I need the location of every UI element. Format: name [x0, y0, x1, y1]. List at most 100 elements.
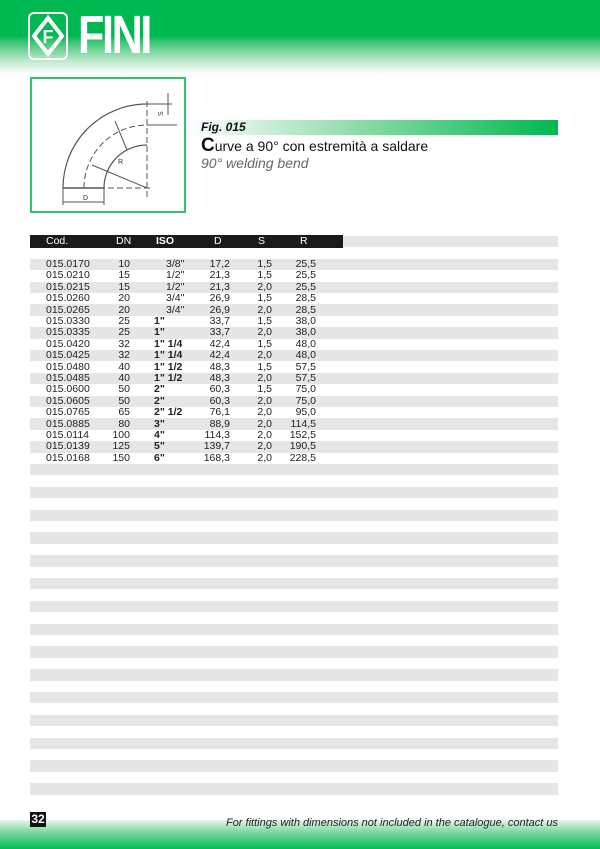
table-row: 015.0335 25 1" 33,7 2,0 38,0 [0, 326, 600, 339]
header-band [0, 0, 600, 74]
cell-s: 2,0 [257, 394, 272, 407]
table-row: 015.0168 150 6" 168,3 2,0 228,5 [0, 451, 600, 464]
cell-d: 60,3 [209, 394, 230, 407]
table-row: 015.0114 100 4" 114,3 2,0 152,5 [0, 429, 600, 441]
dimension-d-label: D [83, 195, 88, 202]
cell-s: 2,0 [257, 451, 272, 464]
cell-s: 2,0 [257, 280, 272, 293]
table-stripe [30, 726, 558, 737]
figure-bar [187, 120, 558, 135]
cell-dn: 40 [118, 372, 130, 384]
cell-r: 75,0 [295, 394, 316, 407]
cell-dn: 125 [112, 440, 130, 453]
table-stripe [30, 783, 558, 795]
cell-d: 26,9 [209, 292, 230, 305]
header-cod: Cod. [46, 235, 69, 247]
cell-d: 88,9 [209, 417, 230, 430]
table-stripe [30, 509, 558, 521]
table-stripe [30, 635, 558, 646]
table-stripe [30, 692, 558, 704]
cell-cod: 015.0335 [46, 326, 90, 339]
cell-dn: 80 [118, 417, 130, 430]
fini-logo-icon: F [28, 12, 68, 60]
table-stripe [30, 247, 558, 258]
table-stripe [30, 555, 558, 567]
cell-s: 2,0 [257, 372, 272, 384]
table-stripe [30, 544, 558, 555]
cell-r: 152,5 [289, 429, 316, 441]
cell-r: 228,5 [289, 451, 316, 464]
cell-iso: 4" [154, 429, 165, 441]
cell-s: 2,0 [257, 429, 272, 441]
table-stripe [30, 521, 558, 532]
cell-dn: 32 [118, 349, 130, 362]
cell-dn: 65 [118, 406, 130, 419]
cell-r: 114,5 [290, 417, 317, 430]
cell-d: 21,3 [209, 269, 230, 282]
cell-d: 33,7 [209, 315, 230, 327]
cell-d: 48,3 [209, 372, 230, 384]
cell-cod: 015.0170 [46, 258, 90, 270]
table-row: 015.0765 65 2" 1/2 76,1 2,0 95,0 [0, 406, 600, 419]
cell-iso: 1/2" [166, 269, 185, 282]
cell-r: 25,5 [295, 258, 316, 270]
cell-iso: 5" [154, 440, 165, 453]
cell-cod: 015.0265 [46, 303, 90, 316]
cell-d: 21,3 [209, 280, 230, 293]
table-row: 015.0425 32 1" 1/4 42,4 2,0 48,0 [0, 349, 600, 362]
cell-dn: 10 [118, 258, 130, 270]
cell-s: 2,0 [257, 303, 272, 316]
cell-iso: 1/2" [166, 280, 185, 293]
table-stripe [30, 567, 558, 578]
cell-cod: 015.0330 [46, 315, 90, 327]
cell-r: 25,5 [295, 269, 316, 282]
table-stripe [30, 372, 558, 385]
cell-cod: 015.0215 [46, 280, 90, 293]
cell-d: 42,4 [209, 337, 230, 350]
table-stripe [30, 612, 558, 623]
table-stripe [30, 350, 558, 362]
cell-d: 139,7 [203, 440, 230, 453]
table-stripe [30, 600, 558, 613]
cell-dn: 150 [112, 451, 130, 464]
table-stripe [30, 578, 558, 590]
cell-r: 95,0 [295, 406, 316, 419]
cell-cod: 015.0139 [46, 440, 90, 453]
table-row: 015.0600 50 2" 60,3 1,5 75,0 [0, 383, 600, 395]
cell-cod: 015.0420 [46, 337, 90, 350]
cell-r: 57,5 [295, 372, 316, 384]
table-row: 015.0420 32 1" 1/4 42,4 1,5 48,0 [0, 337, 600, 350]
cell-dn: 50 [118, 394, 130, 407]
cell-d: 76,1 [209, 406, 230, 419]
cell-s: 2,0 [257, 440, 272, 453]
cell-s: 2,0 [257, 406, 272, 419]
title-initial: C [201, 135, 215, 156]
table-stripe [30, 646, 558, 658]
cell-r: 38,0 [295, 326, 316, 339]
cell-iso: 2" [154, 394, 165, 407]
cell-iso: 1" [154, 315, 165, 327]
table-stripe [30, 749, 558, 760]
table-row: 015.0260 20 3/4" 26,9 1,5 28,5 [0, 292, 600, 305]
table-stripe [30, 737, 558, 749]
table-stripe [30, 669, 558, 681]
technical-drawing: D R S [30, 77, 186, 213]
cell-r: 48,0 [295, 349, 316, 362]
cell-iso: 6" [154, 451, 165, 464]
cell-iso: 1" 1/4 [154, 337, 183, 350]
svg-text:F: F [43, 27, 54, 47]
cell-d: 114,3 [204, 429, 231, 441]
cell-dn: 15 [118, 280, 130, 293]
table-stripe [30, 258, 558, 271]
cell-d: 33,7 [209, 326, 230, 339]
cell-d: 168,3 [203, 451, 230, 464]
cell-dn: 15 [118, 269, 130, 282]
cell-dn: 25 [118, 315, 130, 327]
table-row: 015.0480 40 1" 1/2 48,3 1,5 57,5 [0, 361, 600, 373]
table-stripe [30, 589, 558, 600]
table-stripe [30, 498, 558, 509]
table-stripe [30, 395, 558, 407]
cell-dn: 20 [118, 292, 130, 305]
table-stripe [30, 658, 558, 669]
table-row: 015.0210 15 1/2" 21,3 1,5 25,5 [0, 269, 600, 282]
